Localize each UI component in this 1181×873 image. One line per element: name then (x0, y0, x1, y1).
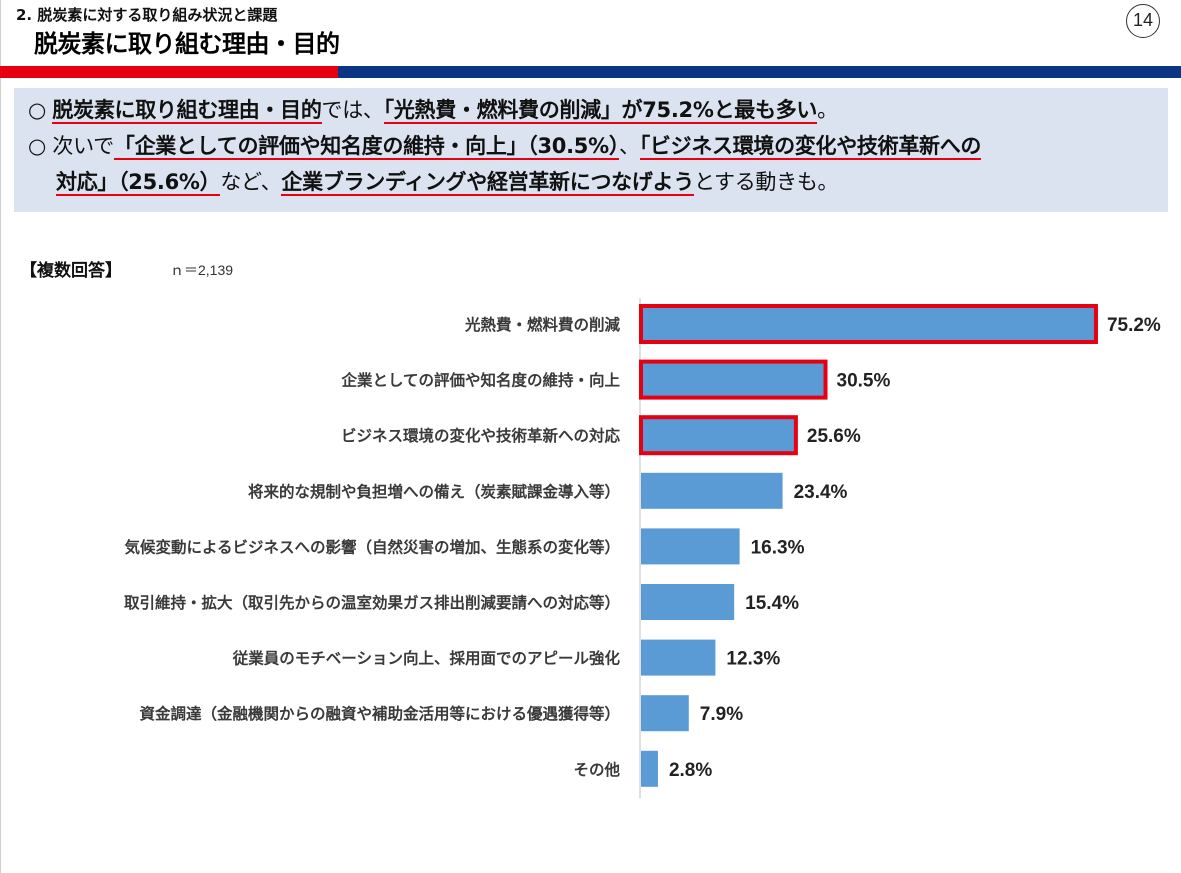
category-label: 資金調達（金融機関からの融資や補助金活用等における優遇獲得等） (139, 704, 620, 723)
summary-text: 次いで (52, 134, 114, 158)
summary-text: とする動きも。 (693, 170, 839, 194)
category-label: その他 (573, 760, 620, 779)
header-rule-blue (338, 66, 1181, 78)
summary-highlight: 「ビジネス環境の変化や技術革新への (639, 134, 982, 160)
bar-highlight-frame (639, 415, 798, 456)
value-label: 15.4% (745, 593, 799, 614)
bar-highlight-frame (639, 304, 1098, 344)
summary-line-1: ○ 脱炭素に取り組む理由・目的では、「光熱費・燃料費の削減」が75.2%と最も多… (28, 92, 1168, 128)
summary-line-3: 対応」（25.6%）など、企業ブランディングや経営革新につなげようとする動きも。 (28, 164, 1168, 200)
bar (641, 472, 783, 509)
value-label: 7.9% (700, 704, 743, 725)
page-title: 脱炭素に取り組む理由・目的 (34, 30, 340, 58)
section-heading: 2. 脱炭素に対する取り組み状況と課題 (16, 6, 278, 24)
summary-highlight: 「企業としての評価や知名度の維持・向上」（30.5%） (113, 134, 620, 160)
value-label: 23.4% (794, 482, 848, 503)
bar (641, 306, 1096, 342)
bar-chart: 光熱費・燃料費の削減 75.2% 企業としての評価や知名度の維持・向上 30.5% ビジ… (124, 298, 1161, 799)
bar (641, 695, 689, 732)
category-label: 将来的な規制や負担増への備え（炭素賦課金導入等） (248, 482, 620, 501)
category-label: ビジネス環境の変化や技術革新への対応 (341, 426, 621, 445)
category-label: 取引維持・拡大（取引先からの温室効果ガス排出削減要請への対応等） (124, 593, 620, 612)
value-label: 12.3% (726, 649, 780, 670)
value-label: 25.6% (807, 426, 861, 447)
bullet-circle: ○ (28, 98, 47, 122)
bar (641, 417, 796, 454)
bullet-circle: ○ (28, 134, 47, 158)
summary-highlight: 対応」（25.6%） (56, 170, 221, 196)
bar (641, 639, 716, 676)
category-label: 気候変動によるビジネスへの影響（自然災害の増加、生態系の変化等） (124, 537, 620, 556)
sample-size-label: ｎ＝2,139 (170, 262, 234, 278)
value-label: 16.3% (751, 537, 805, 558)
page-number-badge: 14 (1126, 4, 1160, 38)
bar (641, 361, 826, 398)
value-label: 75.2% (1107, 315, 1161, 336)
summary-highlight: 脱炭素に取り組む理由・目的 (52, 98, 322, 124)
multiple-answer-label: 【複数回答】 (20, 261, 122, 281)
summary-text: など、 (220, 170, 282, 194)
category-label: 従業員のモチベーション向上、採用面でのアピール強化 (232, 649, 621, 668)
header-rule-red (0, 66, 338, 78)
summary-box: ○ 脱炭素に取り組む理由・目的では、「光熱費・燃料費の削減」が75.2%と最も多… (14, 88, 1168, 212)
left-border (0, 0, 1, 873)
summary-text: では、 (321, 98, 384, 122)
summary-highlight: 「光熱費・燃料費の削減」が75.2%と最も多い (383, 98, 818, 124)
summary-line-2: ○ 次いで「企業としての評価や知名度の維持・向上」（30.5%）、「ビジネス環境… (28, 128, 1168, 164)
summary-text: 。 (817, 98, 838, 122)
bar (641, 584, 735, 620)
bar-highlight-frame (639, 359, 828, 400)
value-label: 30.5% (837, 371, 891, 392)
bar (641, 750, 658, 787)
category-label: 企業としての評価や知名度の維持・向上 (340, 371, 620, 390)
summary-highlight: 企業ブランディングや経営革新につなげよう (281, 170, 694, 196)
summary-text: 、 (619, 134, 640, 158)
bar (641, 528, 740, 565)
category-label: 光熱費・燃料費の削減 (464, 315, 621, 334)
value-label: 2.8% (669, 760, 712, 781)
